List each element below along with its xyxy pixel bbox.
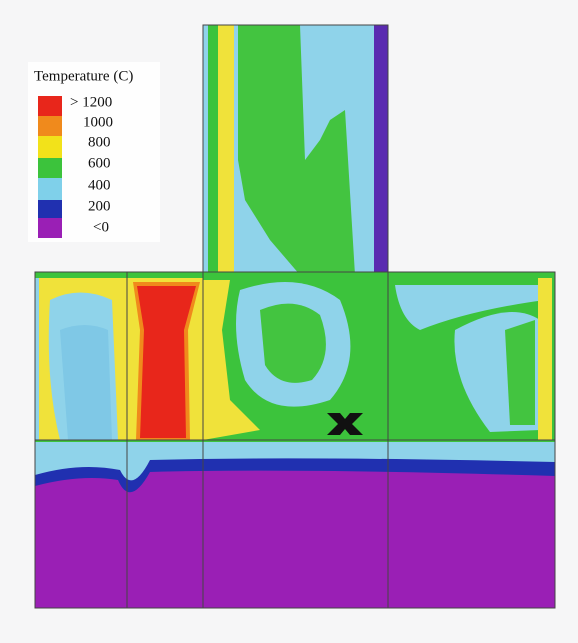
legend-label: <0 [93,219,109,235]
legend-swatch [38,136,62,158]
legend-swatch [38,116,62,136]
legend-label: 400 [88,177,111,193]
legend-label: 1000 [83,114,113,130]
stem-field [203,25,388,275]
figure: Temperature (C) > 1200 1000 800 600 400 … [0,0,578,643]
legend-swatch [38,218,62,238]
legend-title: Temperature (C) [34,68,133,84]
legend-swatch [38,200,62,218]
page: {"legend": {"title": "Temperature (C)", … [0,0,578,643]
legend: Temperature (C) > 1200 1000 800 600 400 … [28,62,160,242]
legend-label: 600 [88,155,111,171]
legend-swatch [38,158,62,178]
legend-swatch [38,178,62,200]
legend-swatch [38,96,62,116]
body-field [35,272,555,442]
bottom-field [35,442,555,608]
legend-label: 200 [88,198,111,214]
legend-label: > 1200 [70,94,112,110]
legend-label: 800 [88,134,111,150]
